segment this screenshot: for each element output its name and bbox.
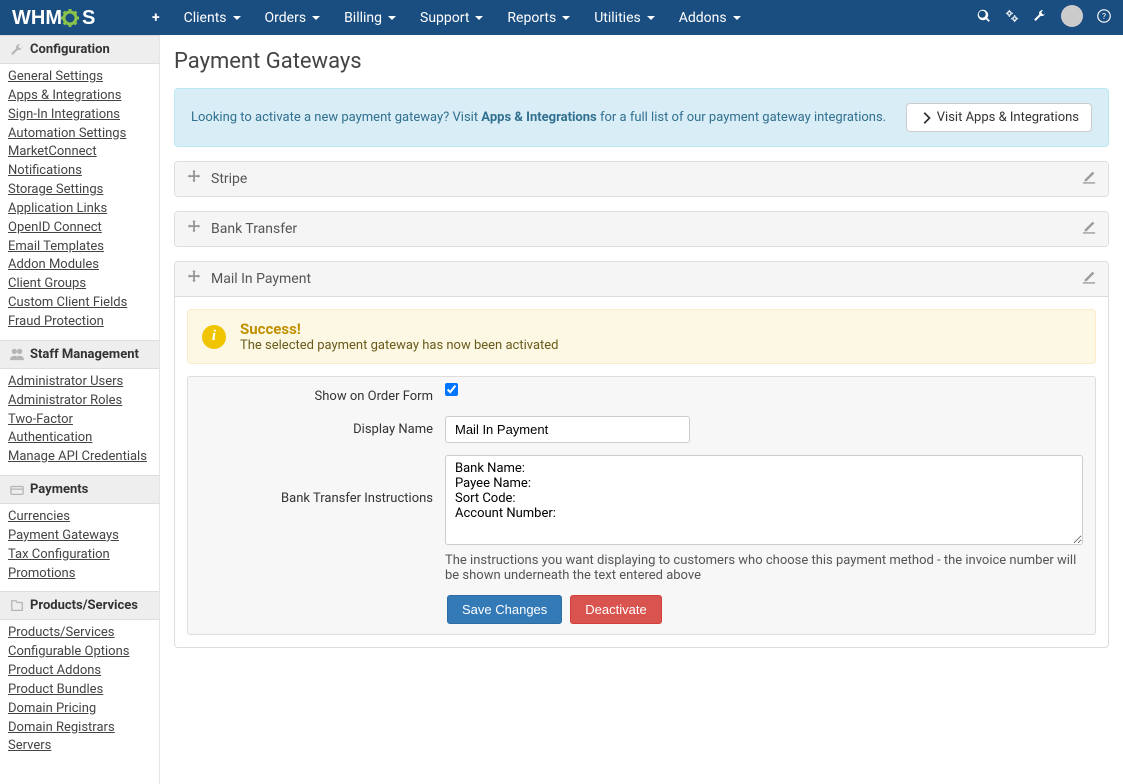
gateway-header-bank[interactable]: Bank Transfer [175,212,1108,246]
sidebar-link[interactable]: Product Addons [8,662,159,681]
info-banner: Looking to activate a new payment gatewa… [174,88,1109,147]
gateway-name: Stripe [211,171,247,187]
sidebar-link[interactable]: Currencies [8,508,159,527]
apps-link[interactable]: Apps & Integrations [481,110,596,125]
sidebar-link[interactable]: Products/Services [8,624,159,643]
nav-support[interactable]: Support [408,2,495,34]
sidebar-section-header: Staff Management [0,340,159,369]
move-icon[interactable] [187,170,201,188]
sidebar-link[interactable]: OpenID Connect [8,219,159,238]
instructions-help: The instructions you want displaying to … [445,553,1083,583]
instructions-label: Bank Transfer Instructions [200,455,445,506]
success-message: The selected payment gateway has now bee… [240,338,559,353]
sidebar-link[interactable]: Promotions [8,565,159,584]
show-order-checkbox[interactable] [445,383,458,396]
gateway-body-mail: i Success! The selected payment gateway … [175,297,1108,647]
display-name-input[interactable] [445,416,690,443]
svg-text:WHM: WHM [12,7,62,29]
sidebar: Configuration General SettingsApps & Inte… [0,35,160,784]
save-button[interactable]: Save Changes [447,595,562,624]
svg-text:S: S [82,7,95,29]
sidebar-section-header: Products/Services [0,591,159,620]
move-icon[interactable] [187,220,201,238]
sidebar-link[interactable]: Notifications [8,162,159,181]
gateway-panel-stripe: Stripe [174,161,1109,197]
sidebar-link[interactable]: Fraud Protection [8,313,159,332]
edit-icon[interactable] [1082,170,1096,188]
nav-add[interactable]: + [140,2,172,34]
sidebar-link[interactable]: Automation Settings [8,125,159,144]
svg-text:?: ? [1102,12,1106,22]
brand-logo[interactable]: WHM S [12,7,122,29]
nav-utilities[interactable]: Utilities [582,2,667,34]
info-icon: i [202,325,226,349]
sidebar-link[interactable]: Administrator Users [8,373,159,392]
gateway-header-stripe[interactable]: Stripe [175,162,1108,196]
gateway-panel-bank: Bank Transfer [174,211,1109,247]
instructions-textarea[interactable] [445,455,1083,545]
nav-addons[interactable]: Addons [667,2,753,34]
sidebar-link[interactable]: Domain Pricing [8,700,159,719]
sidebar-link[interactable]: Client Groups [8,275,159,294]
avatar[interactable] [1061,5,1083,31]
sidebar-link[interactable]: Tax Configuration [8,546,159,565]
sidebar-link[interactable]: Configurable Options [8,643,159,662]
gateway-form: Show on Order Form Display Name Bank Tra… [187,376,1096,635]
sidebar-link[interactable]: Manage API Credentials [8,448,159,467]
success-title: Success! [240,320,559,338]
success-alert: i Success! The selected payment gateway … [187,309,1096,364]
gateway-name: Bank Transfer [211,221,297,237]
nav-billing[interactable]: Billing [332,2,408,34]
nav-right: ? [977,5,1111,31]
nav-orders[interactable]: Orders [253,2,333,34]
sidebar-section-header: Configuration [0,35,159,64]
sidebar-link[interactable]: Email Templates [8,238,159,257]
sidebar-link[interactable]: Custom Client Fields [8,294,159,313]
display-name-label: Display Name [200,416,445,437]
main-content: Payment Gateways Looking to activate a n… [160,35,1123,784]
help-icon[interactable]: ? [1097,9,1111,27]
edit-icon[interactable] [1082,220,1096,238]
sidebar-link[interactable]: Servers [8,737,159,756]
sidebar-link[interactable]: Addon Modules [8,256,159,275]
sidebar-link[interactable]: Administrator Roles [8,392,159,411]
sidebar-link[interactable]: Application Links [8,200,159,219]
sidebar-link[interactable]: Domain Registrars [8,719,159,738]
info-banner-text: Looking to activate a new payment gatewa… [191,110,886,125]
edit-icon[interactable] [1082,270,1096,288]
gateway-panel-mail: Mail In Payment i Success! The selected … [174,261,1109,648]
page-title: Payment Gateways [174,49,1109,74]
top-nav: WHM S + Clients Orders Billing Support R… [0,0,1123,35]
deactivate-button[interactable]: Deactivate [570,595,661,624]
nav-items: + Clients Orders Billing Support Reports… [140,2,753,34]
wrench-icon[interactable] [1033,9,1047,27]
sidebar-link[interactable]: Two-Factor Authentication [8,411,159,449]
move-icon[interactable] [187,270,201,288]
sidebar-link[interactable]: Payment Gateways [8,527,159,546]
visit-apps-button[interactable]: Visit Apps & Integrations [906,103,1092,132]
sidebar-link[interactable]: General Settings [8,68,159,87]
sidebar-link[interactable]: MarketConnect [8,143,159,162]
show-order-label: Show on Order Form [200,383,445,404]
sidebar-link[interactable]: Storage Settings [8,181,159,200]
sidebar-section-header: Payments [0,475,159,504]
sidebar-link[interactable]: Sign-In Integrations [8,106,159,125]
gateway-header-mail[interactable]: Mail In Payment [175,262,1108,297]
nav-clients[interactable]: Clients [172,2,253,34]
sidebar-link[interactable]: Product Bundles [8,681,159,700]
nav-reports[interactable]: Reports [495,2,582,34]
sidebar-link[interactable]: Apps & Integrations [8,87,159,106]
search-icon[interactable] [977,9,991,27]
gears-icon[interactable] [1005,9,1019,27]
gateway-name: Mail In Payment [211,271,311,287]
